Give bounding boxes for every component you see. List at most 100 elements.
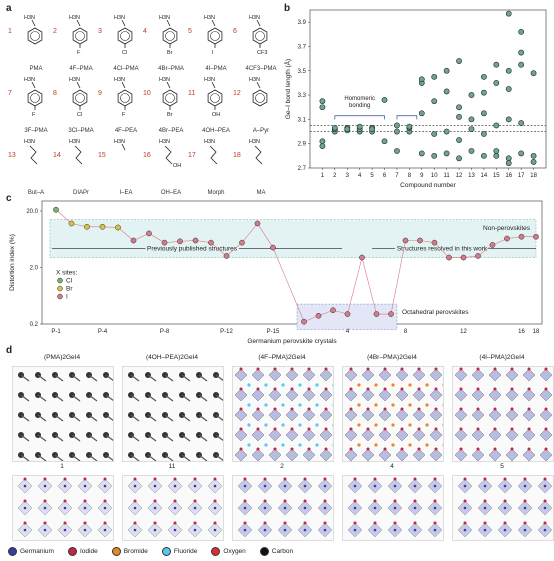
- molecule-number: 15: [98, 152, 106, 159]
- molecule-name: 4F–PMA: [69, 66, 93, 72]
- data-point: [489, 242, 496, 248]
- octahedron: [505, 428, 519, 442]
- octahedron: [412, 408, 426, 422]
- iodide-atom: [133, 499, 137, 503]
- substituent-label: Br: [167, 50, 173, 56]
- bond: [181, 414, 191, 422]
- germanium-atom: [503, 528, 507, 532]
- iodide-atom: [303, 521, 307, 525]
- molecule-structure: H3N Br: [159, 77, 178, 118]
- bromide-atom: [357, 443, 361, 447]
- germanium-atom: [103, 484, 107, 488]
- structure-drawing: [234, 367, 333, 461]
- germanium-atom: [213, 528, 217, 532]
- iodide-atom: [173, 521, 177, 525]
- aromatic-circle: [210, 93, 220, 103]
- data-point: [192, 237, 199, 244]
- bromide-atom: [425, 443, 429, 447]
- germanium-atom: [23, 528, 27, 532]
- bond: [147, 414, 157, 422]
- germanium-atom: [483, 506, 487, 510]
- data-point: [505, 160, 512, 167]
- iodide-atom: [413, 499, 417, 503]
- iodide-atom: [213, 477, 217, 481]
- plot-frame: [41, 200, 543, 325]
- germanium-atom: [213, 506, 217, 510]
- aromatic-circle: [255, 31, 265, 41]
- octahedron: [488, 428, 502, 442]
- iodide-atom: [153, 521, 157, 525]
- molecule-name: Morph: [207, 190, 225, 196]
- x-tick-label: 13: [468, 173, 475, 179]
- bond: [121, 143, 126, 151]
- benzene-ring: [27, 89, 43, 107]
- iodide-atom: [353, 499, 357, 503]
- x-tick-label: P-12: [220, 329, 233, 335]
- octahedron: [522, 388, 536, 402]
- germanium-atom: [263, 528, 267, 532]
- bromide-atom: [391, 423, 395, 427]
- octahedron: [429, 408, 443, 422]
- octahedron: [234, 408, 248, 422]
- molecule-structure: H3N: [249, 139, 263, 165]
- molecule-name: PMA: [29, 66, 43, 72]
- octahedron: [302, 448, 316, 461]
- bond: [88, 414, 98, 422]
- fluoride-atom: [298, 423, 302, 427]
- fluoride-atom: [264, 403, 268, 407]
- molecule-name: 3F–PMA: [24, 128, 48, 134]
- octahedron: [505, 448, 519, 461]
- data-point: [456, 114, 462, 120]
- germanium-atom: [173, 528, 177, 532]
- data-point: [406, 123, 413, 130]
- octahedron: [234, 368, 248, 382]
- molecule-structure: H3N Cl: [69, 77, 88, 118]
- iodide-atom: [373, 477, 377, 481]
- bond: [20, 454, 30, 461]
- octahedron: [454, 448, 468, 461]
- bond: [71, 374, 81, 382]
- bond: [164, 454, 174, 461]
- molecule-structure: H3N CF3: [249, 15, 267, 56]
- structure-view-side: [452, 475, 554, 541]
- bond: [88, 374, 98, 382]
- octahedron: [361, 408, 375, 422]
- iodide-atom: [193, 521, 197, 525]
- ammonium-label: H3N: [69, 15, 80, 21]
- germanium-atom: [153, 484, 157, 488]
- data-point: [344, 311, 351, 317]
- germanium-atom: [303, 506, 307, 510]
- iodide-atom: [463, 477, 467, 481]
- data-point: [518, 150, 525, 157]
- x-tick-label: P-8: [160, 329, 170, 335]
- ammonium-label: H3N: [159, 77, 170, 83]
- octahedron: [429, 428, 443, 442]
- ammonium-label: H3N: [204, 139, 215, 145]
- bond: [37, 454, 47, 461]
- octahedron: [395, 428, 409, 442]
- octahedron: [302, 428, 316, 442]
- iodide-atom: [483, 477, 487, 481]
- fluoride-atom: [332, 423, 333, 427]
- octahedron: [471, 388, 485, 402]
- data-point: [99, 223, 106, 230]
- octahedron: [378, 388, 392, 402]
- germanium-atom: [523, 506, 527, 510]
- germanium-atom: [23, 484, 27, 488]
- molecule-number: 8: [53, 90, 57, 97]
- iodide-atom: [503, 477, 507, 481]
- germanium-atom: [103, 528, 107, 532]
- germanium-atom: [43, 484, 47, 488]
- ammonium-label: H3N: [114, 139, 125, 145]
- data-point: [319, 138, 326, 145]
- iodide-atom: [263, 521, 267, 525]
- iodide-atom: [273, 367, 277, 371]
- octahedron: [454, 368, 468, 382]
- benzene-ring: [207, 89, 223, 107]
- octahedron: [505, 408, 519, 422]
- germanium-atom: [43, 528, 47, 532]
- legend-marker: [57, 277, 63, 284]
- iodide-atom: [133, 521, 137, 525]
- germanium-atom: [83, 484, 87, 488]
- octahedron: [234, 388, 248, 402]
